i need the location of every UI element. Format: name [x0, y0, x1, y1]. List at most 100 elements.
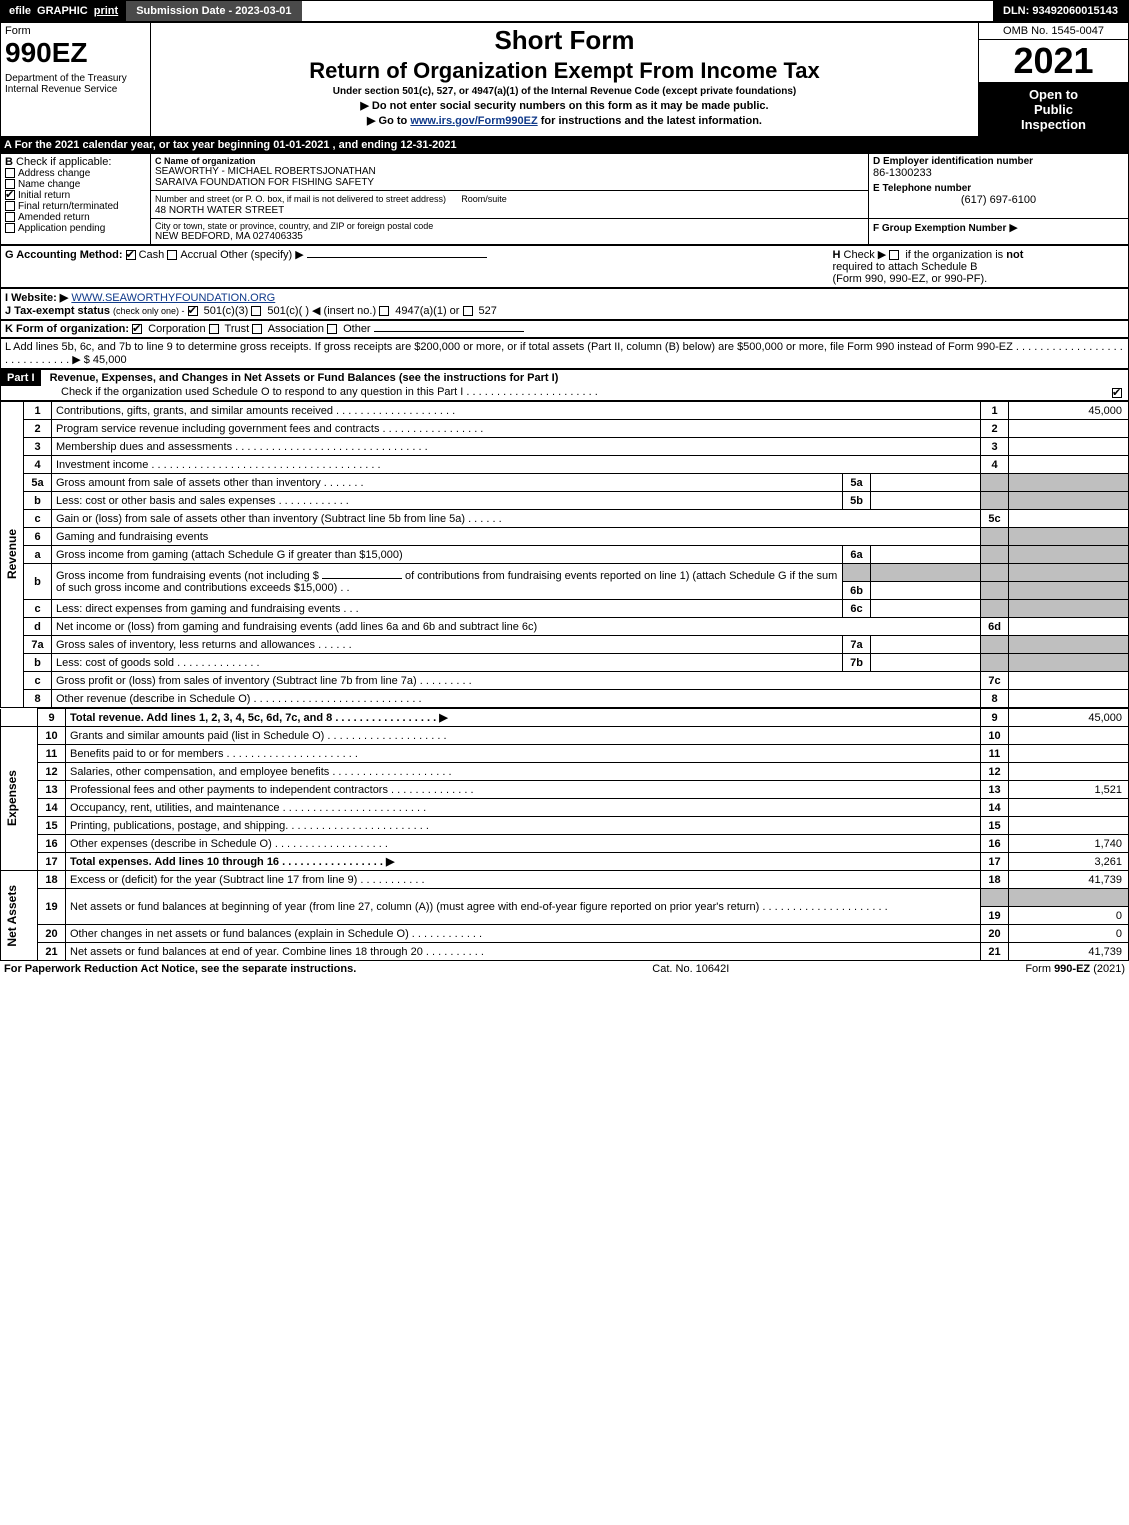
line-14-num: 14: [38, 799, 66, 817]
j-item-checkbox[interactable]: [251, 306, 261, 316]
h-checkbox[interactable]: [889, 250, 899, 260]
c-city-label: City or town, state or province, country…: [155, 221, 864, 231]
line-9-val: 45,000: [1009, 709, 1129, 727]
k-item-checkbox[interactable]: [327, 324, 337, 334]
line-14-txt: Occupancy, rent, utilities, and maintena…: [66, 799, 981, 817]
line-16-txt: Other expenses (describe in Schedule O) …: [66, 835, 981, 853]
line-6b-blank[interactable]: [322, 578, 402, 579]
accrual-checkbox[interactable]: [167, 250, 177, 260]
form-word: Form: [5, 25, 146, 37]
part-i-header: Part I Revenue, Expenses, and Changes in…: [0, 369, 1129, 401]
line-6a-inval: [871, 546, 981, 564]
k-item-checkbox[interactable]: [252, 324, 262, 334]
k-item-checkbox[interactable]: [132, 324, 142, 334]
line-10-val: [1009, 727, 1129, 745]
line-12-num: 12: [38, 763, 66, 781]
submission-date: Submission Date - 2023-03-01: [126, 1, 301, 21]
no-ssn-note: ▶ Do not enter social security numbers o…: [155, 99, 974, 112]
irs-link[interactable]: www.irs.gov/Form990EZ: [410, 115, 537, 127]
open-line1: Open to: [983, 87, 1124, 102]
line-5a-grey1: [981, 474, 1009, 492]
line-6b-g6: [1009, 582, 1129, 600]
f-arrow: ▶: [1009, 222, 1017, 234]
tax-year: 2021: [979, 40, 1128, 82]
line-17-val: 3,261: [1009, 853, 1129, 871]
b-item-checkbox[interactable]: [5, 168, 15, 178]
b-item-label: Name change: [18, 179, 80, 190]
b-item-checkbox[interactable]: [5, 201, 15, 211]
street-address: 48 NORTH WATER STREET: [155, 205, 864, 216]
line-7a-txt: Gross sales of inventory, less returns a…: [52, 636, 843, 654]
line-4-txt: Investment income . . . . . . . . . . . …: [52, 456, 981, 474]
open-line3: Inspection: [983, 117, 1124, 132]
line-2-txt: Program service revenue including govern…: [52, 420, 981, 438]
line-8-val: [1009, 690, 1129, 708]
line-15-num: 15: [38, 817, 66, 835]
top-bar: efile GRAPHIC print Submission Date - 20…: [0, 0, 1129, 22]
b-item-checkbox[interactable]: [5, 212, 15, 222]
k-items: Corporation Trust Association Other: [132, 323, 374, 335]
cash-checkbox[interactable]: [126, 250, 136, 260]
line-7a-inval: [871, 636, 981, 654]
line-7b-box: 7b: [843, 654, 871, 672]
part-i-check-text: Check if the organization used Schedule …: [61, 386, 598, 398]
omb-number: OMB No. 1545-0047: [979, 23, 1128, 40]
line-5a-txt: Gross amount from sale of assets other t…: [52, 474, 843, 492]
h-label: H: [833, 249, 841, 261]
b-check-label: Check if applicable:: [16, 156, 111, 168]
j-item-label: 501(c)( ) ◀ (insert no.): [264, 305, 379, 317]
line-11-num: 11: [38, 745, 66, 763]
website-link[interactable]: WWW.SEAWORTHYFOUNDATION.ORG: [71, 292, 275, 304]
form-number: 990EZ: [5, 37, 146, 69]
other-specify-line[interactable]: [307, 257, 487, 258]
line-6d-rn: 6d: [981, 618, 1009, 636]
line-7a-g1: [981, 636, 1009, 654]
dept-treasury: Department of the Treasury Internal Reve…: [5, 73, 146, 95]
cash-label: Cash: [139, 249, 165, 261]
line-16-val: 1,740: [1009, 835, 1129, 853]
j-item-checkbox[interactable]: [379, 306, 389, 316]
line-8-txt: Other revenue (describe in Schedule O) .…: [52, 690, 981, 708]
line-6b-g2: [871, 564, 981, 582]
under-section: Under section 501(c), 527, or 4947(a)(1)…: [155, 86, 974, 97]
j-sub: (check only one) -: [113, 306, 185, 316]
line-18-val: 41,739: [1009, 871, 1129, 889]
city-state-zip: NEW BEDFORD, MA 027406335: [155, 231, 864, 242]
line-15-val: [1009, 817, 1129, 835]
line-6a-txt: Gross income from gaming (attach Schedul…: [52, 546, 843, 564]
b-item-label: Amended return: [18, 212, 90, 223]
line-2-val: [1009, 420, 1129, 438]
cat-no: Cat. No. 10642I: [652, 963, 729, 975]
j-item-checkbox[interactable]: [463, 306, 473, 316]
b-item: Amended return: [5, 212, 146, 223]
line-18-num: 18: [38, 871, 66, 889]
line-15-txt: Printing, publications, postage, and shi…: [66, 817, 981, 835]
print-link[interactable]: print: [94, 5, 118, 17]
k-item-label: Corporation: [145, 323, 209, 335]
part-i-checkbox[interactable]: [1112, 388, 1122, 398]
j-item-label: 501(c)(3): [201, 305, 252, 317]
line-6c-num: c: [24, 600, 52, 618]
j-item-label: 4947(a)(1) or: [392, 305, 462, 317]
line-19-val: 0: [1009, 907, 1129, 925]
line-6a-num: a: [24, 546, 52, 564]
line-6b-g1: [843, 564, 871, 582]
section-ij: I Website: ▶ WWW.SEAWORTHYFOUNDATION.ORG…: [0, 288, 1129, 320]
j-item-checkbox[interactable]: [188, 306, 198, 316]
c-room-label: Room/suite: [461, 194, 507, 204]
k-item-label: Trust: [222, 323, 253, 335]
k-other-line[interactable]: [374, 331, 524, 332]
open-line2: Public: [983, 102, 1124, 117]
g-label: G Accounting Method:: [5, 249, 123, 261]
h-text4: (Form 990, 990-EZ, or 990-PF).: [833, 273, 988, 285]
k-label: K Form of organization:: [5, 323, 129, 335]
b-item-checkbox[interactable]: [5, 223, 15, 233]
j-item-label: 527: [476, 305, 497, 317]
lines-table: Revenue 1 Contributions, gifts, grants, …: [0, 401, 1129, 708]
b-item: Application pending: [5, 223, 146, 234]
b-item-checkbox[interactable]: [5, 190, 15, 200]
line-2-rn: 2: [981, 420, 1009, 438]
dln: DLN: 93492060015143: [993, 1, 1128, 21]
k-item-checkbox[interactable]: [209, 324, 219, 334]
line-7c-rn: 7c: [981, 672, 1009, 690]
